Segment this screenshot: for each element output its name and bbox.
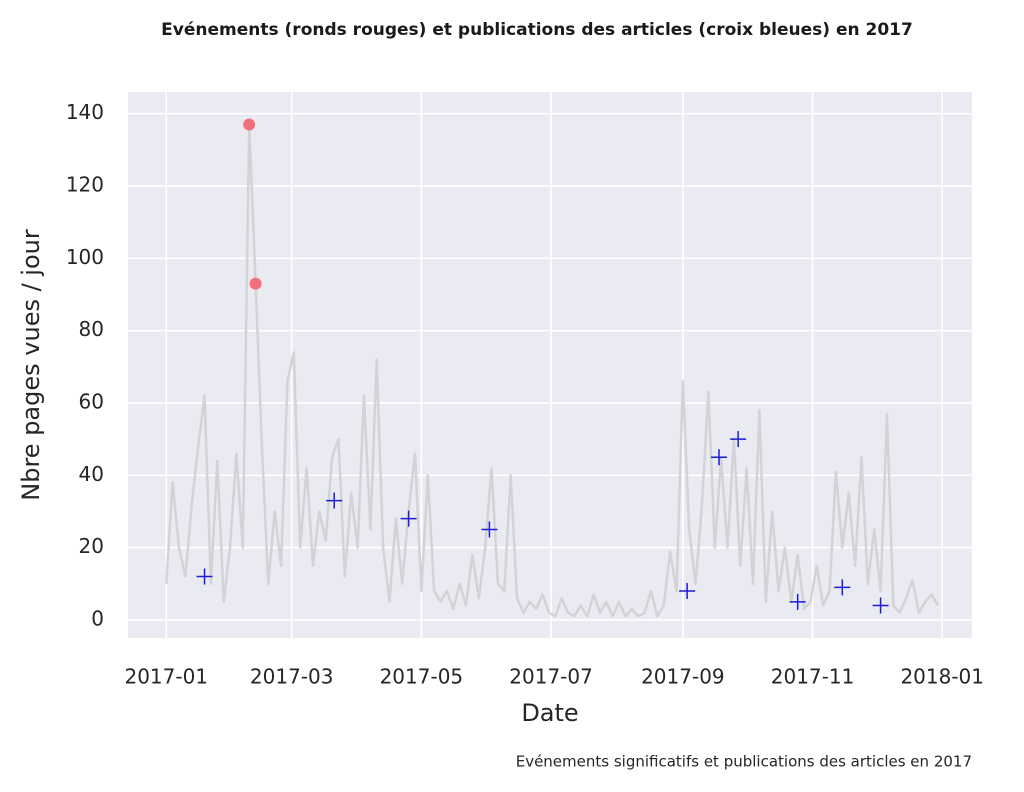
x-tick-label: 2017-01	[124, 665, 208, 689]
point	[400, 510, 417, 527]
plot-area	[128, 92, 972, 638]
x-tick-label: 2017-07	[509, 665, 593, 689]
y-tick-label: 80	[79, 317, 104, 341]
x-tick-label: 2017-11	[771, 665, 855, 689]
point	[834, 579, 851, 596]
point	[243, 118, 256, 131]
line	[165, 123, 940, 618]
y-tick-label: 40	[79, 462, 104, 486]
x-tick-label: 2018-01	[900, 665, 984, 689]
point	[481, 521, 498, 538]
point	[249, 277, 262, 290]
footnote: Evénements significatifs et publications…	[516, 753, 972, 771]
x-tick-label: 2017-09	[641, 665, 725, 689]
x-tick-label: 2017-05	[380, 665, 464, 689]
point	[326, 492, 343, 509]
x-tick-label: 2017-03	[250, 665, 334, 689]
point	[730, 431, 747, 448]
point	[196, 568, 213, 585]
chart-title: Evénements (ronds rouges) et publication…	[161, 20, 913, 40]
y-axis-label: Nbre pages vues / jour	[17, 229, 45, 501]
point	[711, 449, 728, 466]
point	[872, 597, 889, 614]
point	[679, 582, 696, 599]
point	[789, 593, 806, 610]
y-tick-label: 120	[66, 173, 104, 197]
y-tick-label: 20	[79, 534, 104, 558]
y-tick-label: 0	[91, 606, 104, 630]
y-tick-label: 100	[66, 245, 104, 269]
x-axis-label: Date	[521, 699, 578, 727]
y-tick-label: 60	[79, 389, 104, 413]
y-tick-label: 140	[66, 100, 104, 124]
